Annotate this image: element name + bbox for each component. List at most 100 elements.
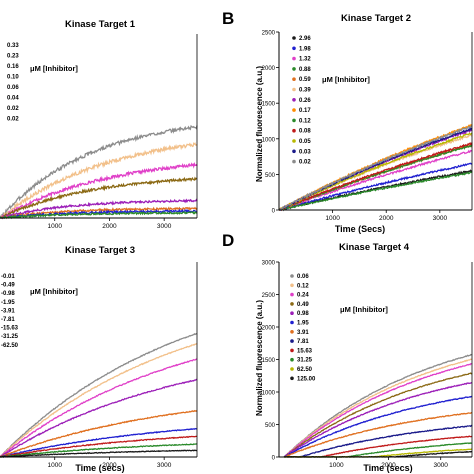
legend-marker	[290, 274, 294, 278]
legend-label: 0.39	[299, 88, 311, 94]
legend-marker	[290, 330, 294, 334]
legend-title: μM [Inhibitor]	[322, 75, 370, 84]
series-line	[0, 176, 197, 219]
panel-letter-d: D	[222, 231, 234, 250]
series-line	[0, 427, 198, 458]
series-group	[0, 124, 198, 220]
legend-marker	[292, 108, 296, 112]
x-tick-label: 1000	[47, 462, 62, 469]
legend-marker	[292, 36, 296, 40]
legend-title: μM [Inhibitor]	[30, 64, 78, 73]
legend-label: 0.12	[299, 118, 311, 124]
legend-marker	[292, 46, 296, 51]
legend-marker	[290, 348, 294, 353]
legend-label: 0.02	[7, 117, 19, 123]
series-line	[0, 443, 198, 458]
series-line	[283, 382, 473, 458]
legend-title: μM [Inhibitor]	[30, 287, 78, 296]
y-tick-label: 2000	[262, 326, 276, 332]
legend-label: 0.49	[297, 302, 309, 308]
y-tick-label: 3000	[262, 261, 276, 267]
y-tick-label: 1000	[262, 137, 276, 143]
legend-label: -0.49	[1, 283, 15, 289]
y-tick-label: 1500	[262, 102, 276, 108]
legend-label: 0.08	[299, 129, 311, 135]
legend-label: 0.03	[299, 149, 311, 155]
legend-label: 0.33	[7, 43, 19, 49]
legend-marker	[292, 98, 296, 102]
legend-label: 0.98	[297, 311, 309, 317]
x-tick-label: 3000	[157, 223, 172, 230]
legend-title: μM [Inhibitor]	[340, 305, 388, 314]
axes: 0 500 1000 1500 2000 2500 1000 2000 3000	[262, 31, 473, 222]
legend-label: 1.95	[297, 321, 309, 327]
legend-label: -31.25	[1, 334, 19, 340]
x-tick-label: 3000	[157, 462, 172, 469]
legend-marker	[290, 311, 294, 316]
series-line	[283, 372, 473, 458]
legend-marker	[292, 77, 296, 81]
y-tick-label: 2500	[262, 293, 276, 299]
chart-panel-b: Kinase Target 2 Normalized fluorescence …	[255, 13, 473, 234]
series-group	[278, 123, 473, 212]
legend-label: 7.81	[297, 339, 309, 345]
series-line	[0, 333, 198, 458]
y-tick-label: 0	[272, 456, 276, 462]
legend-label: 0.04	[7, 96, 19, 102]
legend-label: 1.32	[299, 57, 311, 63]
axes: 1000 2000 3000	[0, 34, 198, 230]
legend-label: -15.63	[1, 326, 19, 332]
legend-label: 0.12	[297, 283, 309, 289]
y-tick-label: 2500	[262, 31, 276, 37]
legend-marker	[292, 139, 296, 143]
legend-label: -0.01	[1, 274, 15, 280]
legend-label: 0.02	[7, 106, 19, 112]
legend-label: 15.63	[297, 348, 313, 354]
series-line	[283, 358, 472, 458]
series-line	[0, 142, 198, 220]
series-line	[0, 358, 198, 458]
x-tick-label: 3000	[433, 462, 448, 469]
series-line	[283, 353, 473, 458]
x-tick-label: 1000	[47, 223, 62, 230]
series-line	[283, 363, 473, 458]
legend-marker	[290, 376, 294, 381]
series-line	[0, 210, 198, 220]
x-axis-label: Time (secs)	[75, 463, 124, 473]
x-tick-label: 3000	[433, 215, 448, 222]
legend-marker	[290, 320, 294, 325]
legend-label: -62.50	[1, 343, 19, 349]
legend: 0.06 0.12 0.24 0.49 0.98 1.95 3.91 7.81 15.63 31.…	[290, 274, 316, 382]
series-line	[283, 395, 473, 458]
series-line	[0, 409, 198, 458]
legend-marker	[290, 357, 294, 362]
series-line	[284, 424, 473, 458]
legend-label: 1.98	[299, 46, 311, 52]
legend-marker	[292, 118, 296, 123]
series-line	[283, 412, 473, 458]
axes: 1000 2000 3000	[0, 262, 198, 469]
x-tick-label: 1000	[329, 462, 344, 469]
series-line	[279, 125, 473, 211]
legend: 2.96 1.98 1.32 0.88 0.59 0.39 0.26 0.17 0.12 0.08…	[292, 36, 311, 166]
series-line	[0, 449, 197, 458]
series-group	[0, 333, 198, 458]
legend-marker	[290, 283, 294, 288]
series-line	[278, 171, 473, 211]
x-axis-label: Time (Secs)	[335, 224, 385, 234]
legend-label: 0.24	[297, 293, 309, 299]
y-tick-label: 500	[265, 173, 276, 179]
series-line	[279, 142, 473, 212]
chart-panel-a: Kinase Target 1 1000 2000 3000 0.33 0.23 0.1…	[0, 19, 198, 230]
legend-marker	[292, 128, 296, 133]
legend-label: 31.25	[297, 358, 313, 364]
legend-label: -7.81	[1, 317, 15, 323]
legend-marker	[292, 159, 296, 164]
legend-marker	[292, 56, 296, 61]
y-tick-label: 1000	[262, 391, 276, 397]
legend-label: 0.10	[7, 75, 19, 81]
legend-label: 0.17	[299, 108, 311, 114]
legend-marker	[290, 367, 294, 371]
y-axis-label: Normalized fluorescence (a.u.)	[255, 66, 264, 182]
